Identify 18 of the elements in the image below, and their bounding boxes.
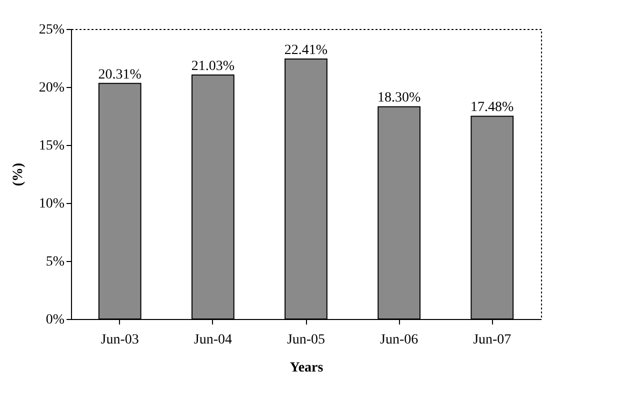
data-label: 21.03% <box>191 59 235 74</box>
y-tick-label: 10% <box>38 196 65 212</box>
x-tick-label: Jun-07 <box>473 332 512 348</box>
y-tick-label: 20% <box>38 80 65 96</box>
y-tick-label: 25% <box>38 22 65 38</box>
data-label: 20.31% <box>98 67 142 82</box>
data-label: 22.41% <box>284 43 328 58</box>
y-tick-label: 0% <box>46 312 65 328</box>
x-tick-label: Jun-06 <box>380 332 418 348</box>
y-tick-label: 5% <box>46 254 65 270</box>
x-tick-label: Jun-04 <box>194 332 232 348</box>
data-label: 18.30% <box>377 90 421 106</box>
x-axis-title: Years <box>290 360 324 376</box>
y-tick-label: 15% <box>38 138 65 154</box>
data-label: 17.48% <box>470 100 514 116</box>
y-axis-title: (%) <box>10 162 26 186</box>
x-tick-label: Jun-03 <box>100 332 139 348</box>
x-tick-label: Jun-05 <box>286 332 326 348</box>
